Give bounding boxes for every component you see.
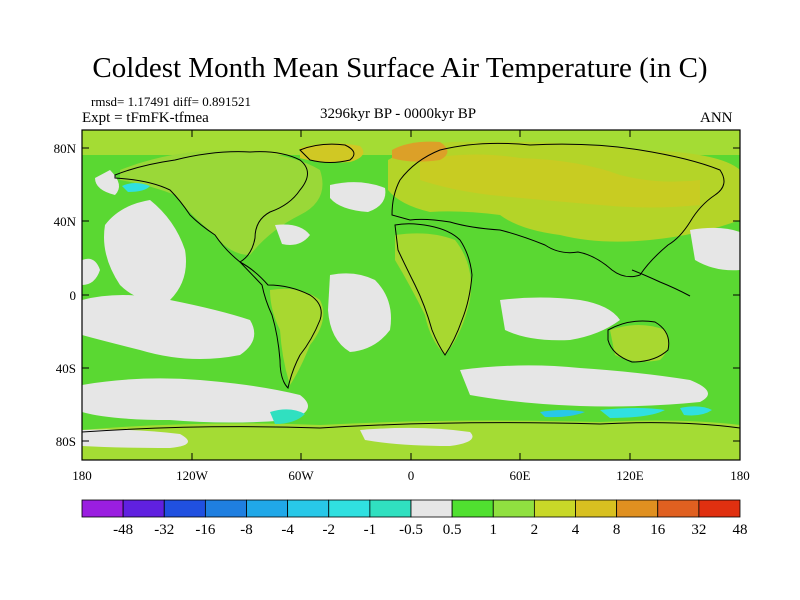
field-africa (395, 233, 471, 355)
field-neutral-nw-pacific (690, 227, 740, 271)
field-neutral-southern-e (460, 365, 708, 407)
period-label: 3296kyr BP - 0000kyr BP (320, 106, 477, 122)
coast-eurasia (391, 142, 725, 278)
legend-label: 0.5 (443, 522, 462, 538)
legend-label: -2 (323, 522, 336, 538)
legend-label: -32 (154, 522, 174, 538)
field-scandinavia (392, 141, 448, 162)
field-neutral-pacific-n (104, 200, 186, 301)
legend-swatch (575, 499, 618, 518)
field-greenland (300, 143, 364, 163)
lon-label: 60E (510, 468, 531, 483)
field-neutral-pacific-nw (95, 170, 119, 195)
lat-axis: 80N 40N 0 40S 80S (54, 141, 77, 449)
field-cool-weddell (270, 409, 305, 424)
coast-indonesia (631, 269, 691, 297)
lat-label: 80N (54, 141, 77, 156)
legend-label: 4 (572, 522, 580, 538)
legend-label: 2 (531, 522, 539, 538)
legend-swatch (246, 499, 289, 518)
field-neutral-indian (500, 297, 620, 341)
field-cool-bering (122, 183, 150, 192)
map-field (82, 130, 740, 460)
legend-swatch (698, 499, 741, 518)
coastlines (82, 142, 740, 433)
lat-label: 40N (54, 214, 77, 229)
legend-swatch (163, 499, 206, 518)
legend-label: -8 (240, 522, 253, 538)
lon-label: 0 (408, 468, 415, 483)
lat-label: 40S (56, 361, 76, 376)
lon-label: 180 (72, 468, 92, 483)
field-neutral-southern-w (82, 378, 308, 423)
lat-label: 80S (56, 434, 76, 449)
field-south-america (270, 288, 324, 385)
coast-australia (607, 320, 670, 363)
lon-axis: 180 120W 60W 0 60E 120E 180 (72, 468, 750, 483)
color-legend: -48 -32 -16 -8 -4 -2 -1 -0.5 0.5 1 2 4 8 16 32 48 (81, 499, 748, 538)
experiment-label: Expt = tFmFK-tfmea (82, 110, 209, 126)
legend-swatch (287, 499, 330, 518)
legend-swatch (492, 499, 535, 518)
field-neutral-s-pacific (82, 295, 255, 359)
field-cool-ross (680, 406, 712, 416)
coast-antarctica (82, 422, 740, 433)
legend-swatch (328, 499, 371, 518)
legend-label: -0.5 (399, 522, 423, 538)
stats-text: rmsd= 1.17491 diff= 0.891521 (91, 94, 251, 109)
legend-label: 32 (691, 522, 706, 538)
legend-label: -4 (281, 522, 294, 538)
legend-label: -16 (195, 522, 215, 538)
coast-greenland (299, 143, 355, 163)
field-australia (610, 325, 669, 362)
legend-label: -48 (113, 522, 133, 538)
legend-label: 1 (490, 522, 498, 538)
lon-label: 60W (288, 468, 314, 483)
field-neutral-dateline (82, 258, 100, 285)
legend-swatch (657, 499, 700, 518)
legend-swatch (81, 499, 124, 518)
legend-label: 8 (613, 522, 621, 538)
legend-swatch (122, 499, 165, 518)
lon-label: 120W (176, 468, 209, 483)
season-label: ANN (700, 110, 733, 126)
legend-swatch (410, 499, 453, 518)
field-neutral-antarctic-c (360, 427, 473, 446)
field-neutral-s-atlantic (328, 273, 391, 352)
legend-swatch (533, 499, 576, 518)
field-neutral-antarctic-w (82, 429, 188, 448)
field-siberia (420, 154, 700, 208)
legend-swatch (451, 499, 494, 518)
legend-swatch (204, 499, 247, 518)
coast-south-america (239, 261, 322, 389)
legend-label: 16 (650, 522, 666, 538)
field-neutral-w-atlantic (275, 224, 310, 245)
coast-africa (394, 223, 473, 356)
coast-north-america (114, 151, 308, 263)
lon-label: 120E (616, 468, 644, 483)
field-north-america (120, 150, 323, 255)
lon-label: 180 (730, 468, 750, 483)
legend-swatch (616, 499, 659, 518)
axis-ticks (81, 130, 741, 460)
field-cool-wilkes (600, 408, 665, 418)
legend-label: -1 (364, 522, 377, 538)
map-title: Coldest Month Mean Surface Air Temperatu… (92, 52, 708, 84)
field-cool-east-antarctic (540, 410, 585, 418)
lat-label: 0 (70, 288, 77, 303)
field-neutral-n-atlantic (330, 182, 386, 212)
legend-label: 48 (733, 522, 748, 538)
legend-swatch (369, 499, 412, 518)
